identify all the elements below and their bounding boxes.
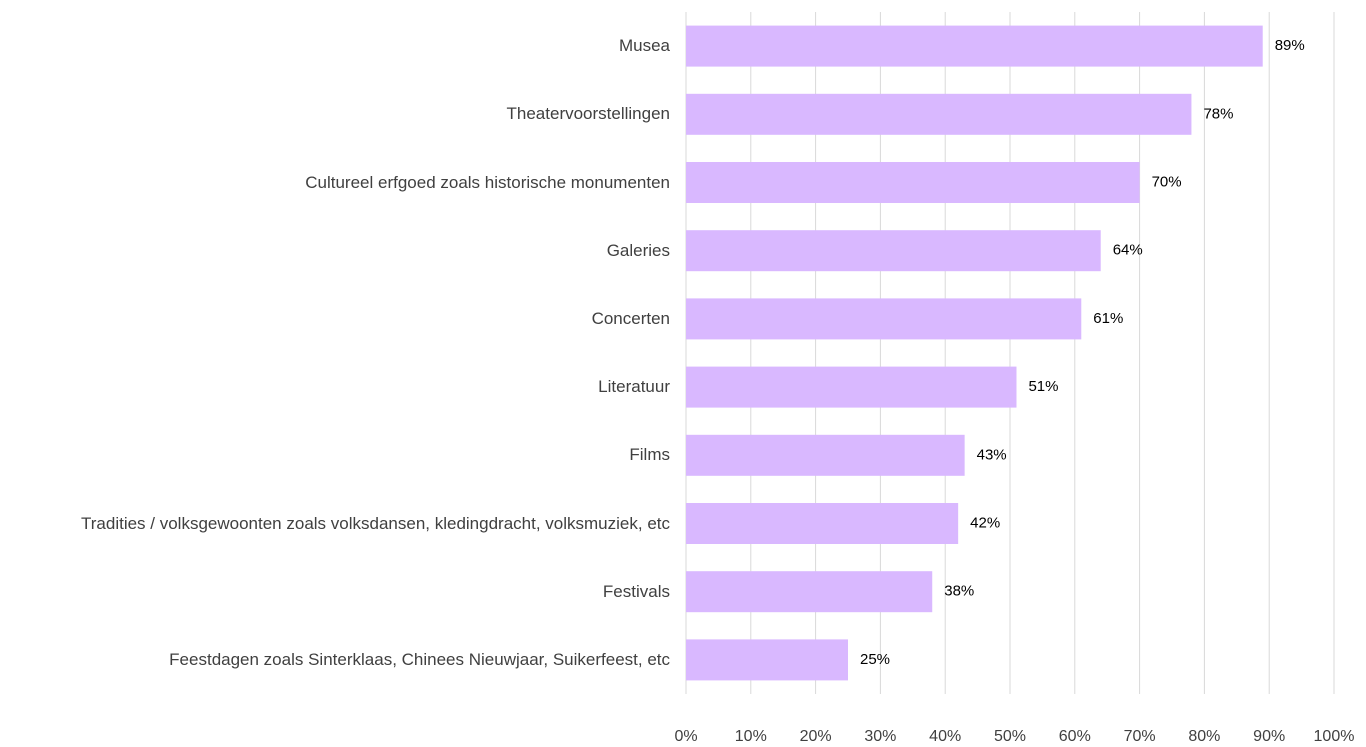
x-tick-label: 100% [1314, 728, 1355, 745]
value-label: 25% [860, 651, 890, 668]
x-tick-label: 30% [864, 728, 896, 745]
bar [686, 434, 965, 476]
x-tick-label: 20% [800, 728, 832, 745]
x-tick-label: 60% [1059, 728, 1091, 745]
x-tick-label: 40% [929, 728, 961, 745]
bar [686, 571, 933, 613]
category-label: Cultureel erfgoed zoals historische monu… [305, 172, 670, 192]
value-label: 61% [1093, 310, 1123, 327]
x-tick-label: 80% [1188, 728, 1220, 745]
x-tick-label: 50% [994, 728, 1026, 745]
category-label: Concerten [591, 308, 670, 328]
x-tick-label: 70% [1124, 728, 1156, 745]
value-label: 64% [1113, 242, 1143, 259]
value-label: 43% [977, 446, 1007, 463]
bar [686, 230, 1101, 272]
bar [686, 639, 848, 681]
category-label: Festivals [602, 581, 670, 601]
category-label: Feestdagen zoals Sinterklaas, Chinees Ni… [169, 649, 670, 669]
bar [686, 93, 1192, 135]
value-label: 78% [1203, 105, 1233, 122]
category-label: Theatervoorstellingen [506, 104, 670, 124]
category-label: Tradities / volksgewoonten zoals volksda… [81, 513, 670, 533]
value-label: 38% [944, 583, 974, 600]
bar [686, 162, 1140, 203]
category-label: Musea [618, 36, 670, 56]
bar [686, 366, 1017, 408]
value-label: 51% [1028, 378, 1058, 395]
category-label: Films [629, 445, 670, 465]
category-label: Literatuur [598, 377, 670, 397]
x-tick-label: 0% [674, 728, 697, 745]
value-label: 89% [1275, 37, 1305, 54]
value-label: 70% [1152, 173, 1182, 190]
x-tick-label: 10% [735, 728, 767, 745]
bar [686, 503, 959, 544]
bar [686, 298, 1082, 340]
x-tick-label: 90% [1253, 728, 1285, 745]
bar [686, 25, 1263, 67]
value-label: 42% [970, 514, 1000, 531]
category-label: Galeries [606, 240, 670, 260]
